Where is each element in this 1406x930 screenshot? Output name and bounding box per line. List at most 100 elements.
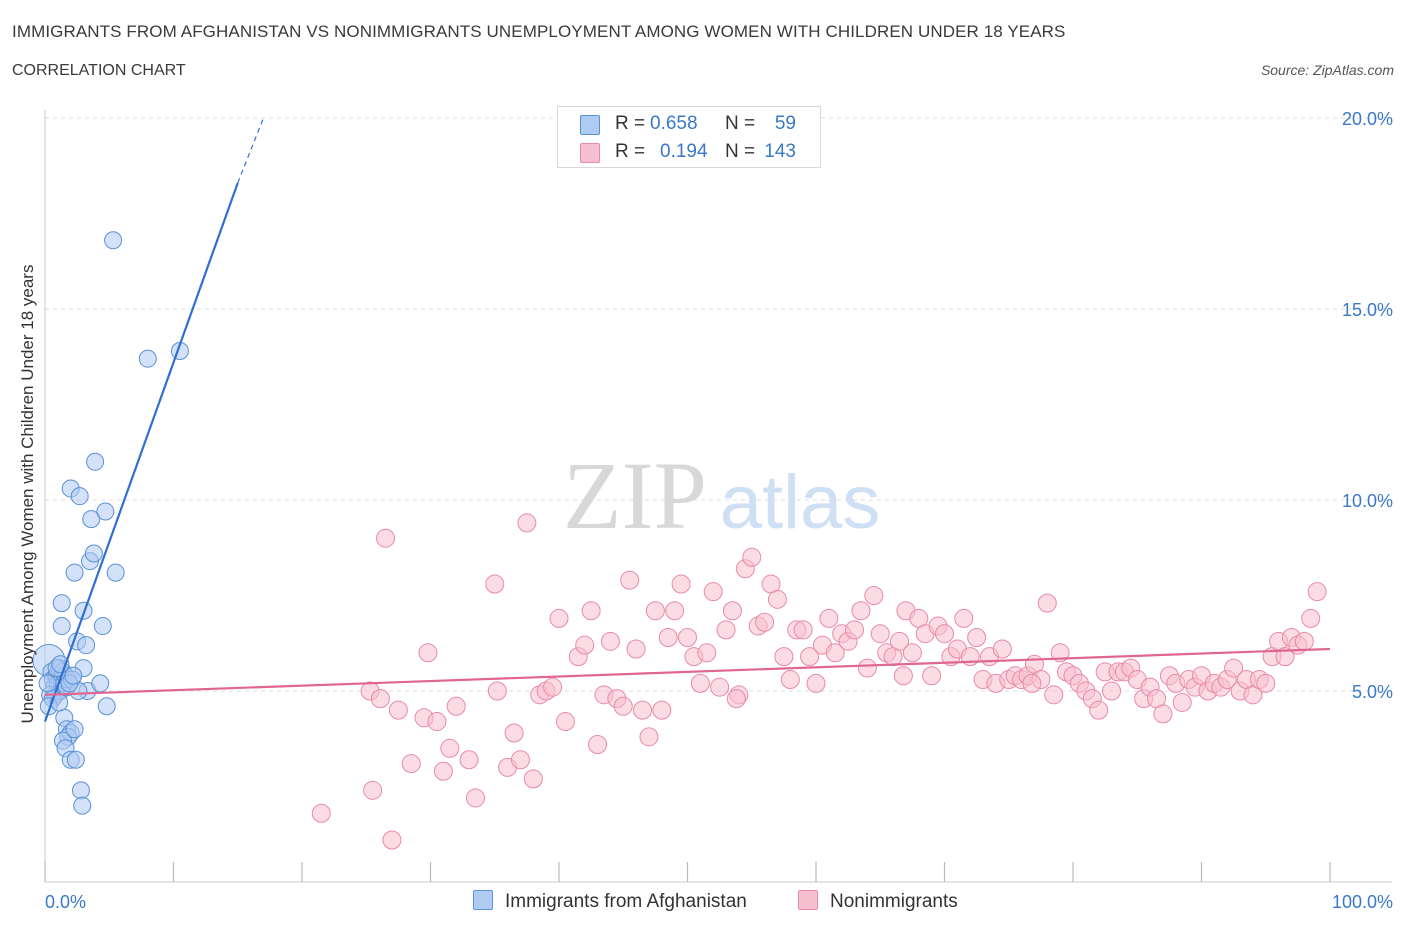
nonimmigrants-point — [613, 696, 633, 716]
r-label: R = — [615, 113, 646, 134]
y-tick-label: 10.0% — [1342, 491, 1393, 511]
nonimmigrants-point — [755, 612, 775, 632]
y-tick-label: 5.0% — [1352, 682, 1393, 702]
nonimmigrants-point — [427, 712, 447, 732]
nonimmigrants-point — [1224, 658, 1244, 678]
afghanistan-point — [66, 750, 85, 769]
x-min-label: 0.0% — [45, 892, 86, 912]
nonimmigrants-point — [716, 620, 736, 640]
legend-swatch-pink — [798, 890, 818, 910]
afghanistan-point — [93, 617, 112, 636]
nonimmigrants-point — [1153, 704, 1173, 724]
tick-labels: 0.0% 100.0% 5.0% 10.0% 15.0% 20.0% — [45, 109, 1393, 912]
nonimmigrants-point — [485, 574, 505, 594]
nonimmigrants-point — [555, 712, 575, 732]
nonimmigrants-point — [742, 547, 762, 567]
nonimmigrants-point — [800, 647, 820, 667]
afghanistan-point — [65, 720, 84, 739]
watermark-zip: ZIP — [563, 442, 707, 549]
nonimmigrants-point — [1172, 692, 1192, 712]
nonimmigrants-point — [825, 643, 845, 663]
nonimmigrants-point — [543, 677, 563, 697]
r-value: 0.194 — [660, 141, 708, 162]
legend-swatch-blue — [473, 890, 493, 910]
nonimmigrants-point — [806, 673, 826, 693]
y-tick-label: 20.0% — [1342, 109, 1393, 129]
nonimmigrants-point — [311, 803, 331, 823]
nonimmigrants-point — [697, 643, 717, 663]
legend-swatch-blue — [580, 115, 600, 135]
nonimmigrants-point — [645, 601, 665, 621]
nonimmigrants-point — [678, 628, 697, 648]
nonimmigrants-point — [1301, 608, 1321, 628]
nonimmigrants-point — [1050, 643, 1070, 663]
nonimmigrants-point — [523, 769, 543, 789]
nonimmigrants-point — [890, 631, 910, 651]
nonimmigrants-point — [465, 788, 485, 808]
nonimmigrants-point — [1022, 673, 1042, 693]
afghanistan-point — [73, 796, 92, 815]
nonimmigrants-points — [311, 513, 1327, 850]
afghanistan-trend-line — [43, 182, 239, 722]
nonimmigrants-point — [992, 639, 1012, 659]
trend-lines — [43, 117, 1331, 722]
legend-item-afghanistan: Immigrants from Afghanistan — [473, 890, 747, 913]
nonimmigrants-point — [388, 700, 408, 720]
nonimmigrants-point — [954, 608, 974, 628]
source-label: Source: ZipAtlas.com — [1260, 62, 1394, 78]
nonimmigrants-trend-line — [44, 647, 1331, 696]
correlation-legend: R = 0.658 N = 59 R = 0.194 N = 143 — [557, 106, 821, 168]
legend-item-nonimmigrants: Nonimmigrants — [798, 890, 958, 913]
afghanistan-point — [86, 452, 105, 471]
nonimmigrants-point — [857, 658, 877, 678]
nonimmigrants-point — [446, 696, 466, 716]
nonimmigrants-point — [459, 750, 479, 770]
nonimmigrants-point — [1294, 631, 1314, 651]
nonimmigrants-point — [1307, 582, 1327, 602]
nonimmigrants-point — [658, 628, 678, 648]
nonimmigrants-point — [1256, 673, 1276, 693]
nonimmigrants-point — [767, 589, 787, 609]
nonimmigrants-point — [575, 635, 595, 655]
y-tick-label: 15.0% — [1342, 300, 1393, 320]
afghanistan-point — [38, 674, 57, 693]
nonimmigrants-point — [363, 780, 383, 800]
afghanistan-point — [138, 349, 157, 368]
afghanistan-point — [52, 617, 71, 636]
nonimmigrants-point — [581, 601, 601, 621]
nonimmigrants-point — [870, 624, 890, 644]
nonimmigrants-point — [418, 643, 438, 663]
nonimmigrants-point — [626, 639, 646, 659]
nonimmigrants-point — [774, 647, 794, 667]
nonimmigrants-point — [433, 761, 453, 781]
nonimmigrants-point — [864, 586, 884, 605]
afghanistan-points — [32, 231, 189, 815]
nonimmigrants-point — [935, 624, 954, 644]
watermark-atlas: atlas — [720, 460, 881, 545]
nonimmigrants-point — [967, 628, 987, 648]
x-max-label: 100.0% — [1332, 892, 1393, 912]
afghanistan-point — [65, 563, 84, 582]
afghanistan-point — [97, 697, 116, 716]
afghanistan-point — [82, 510, 101, 529]
r-value: 0.658 — [650, 113, 698, 134]
afghanistan-point — [84, 544, 103, 563]
nonimmigrants-point — [922, 666, 942, 686]
watermark: ZIP atlas — [563, 442, 880, 549]
nonimmigrants-point — [639, 727, 659, 747]
nonimmigrants-point — [370, 689, 390, 709]
nonimmigrants-point — [382, 830, 402, 850]
nonimmigrants-point — [652, 700, 672, 720]
afghanistan-point — [77, 636, 96, 655]
nonimmigrants-point — [376, 528, 396, 548]
nonimmigrants-point — [902, 643, 922, 663]
n-label: N = — [725, 141, 756, 162]
afghanistan-point — [106, 563, 125, 582]
afghanistan-trend-extension — [237, 117, 265, 184]
nonimmigrants-point — [588, 734, 608, 754]
nonimmigrants-point — [1089, 700, 1109, 720]
nonimmigrants-point — [1037, 593, 1057, 613]
nonimmigrants-point — [793, 620, 813, 640]
nonimmigrants-point — [549, 608, 569, 628]
